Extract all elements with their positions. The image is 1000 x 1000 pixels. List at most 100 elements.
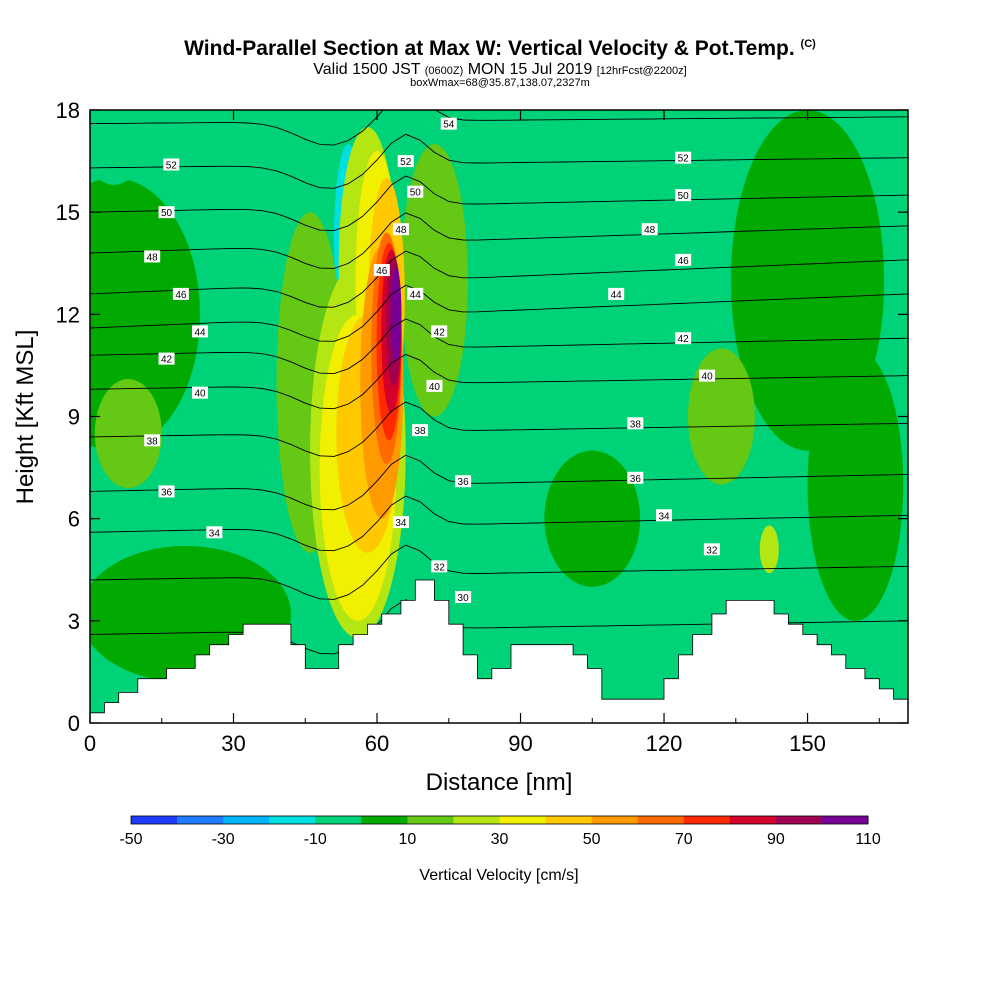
- contour-label-12: 50: [410, 188, 422, 199]
- colorbar-swatch-4: [315, 816, 362, 824]
- contour-label-28: 42: [678, 334, 690, 345]
- colorbar-swatch-15: [821, 816, 869, 824]
- contour-label-box-15: [407, 287, 424, 300]
- x-tick-label-150: 150: [789, 731, 826, 756]
- velocity-region-16: [687, 348, 755, 485]
- contour-label-box-32: [656, 509, 673, 522]
- contour-label-box-27: [608, 287, 625, 300]
- plot-area: 52 50 48 46 44 42 40 38 36 34 54 52 50 48 46 44 42 40 38 36…: [90, 110, 908, 723]
- colorbar-swatch-7: [453, 816, 500, 824]
- contour-label-box-29: [699, 369, 716, 382]
- contour-label-box-30: [627, 417, 644, 430]
- contour-label-0: 52: [166, 160, 178, 171]
- forecast-info: [12hrFcst@2200z]: [596, 65, 687, 77]
- y-tick-label-18: 18: [56, 98, 80, 123]
- velocity-region-7: [472, 283, 502, 380]
- chart-title-text: Wind-Parallel Section at Max W: Vertical…: [184, 37, 795, 60]
- x-tick-label-60: 60: [365, 731, 389, 756]
- contour-label-box-33: [703, 543, 720, 556]
- contour-label-18: 38: [415, 426, 427, 437]
- contour-label-24: 50: [678, 191, 690, 202]
- contour-label-27: 44: [611, 290, 623, 301]
- y-tick-label-0: 0: [68, 711, 80, 736]
- velocity-region-29: [390, 266, 402, 363]
- contour-label-box-3: [172, 287, 189, 300]
- colorbar-title: Vertical Velocity [cm/s]: [419, 867, 578, 884]
- contour-label-13: 48: [395, 225, 407, 236]
- y-axis-title: Height [Kft MSL]: [12, 330, 39, 505]
- valid-utc: (0600Z): [424, 65, 464, 77]
- colorbar-swatch-2: [223, 816, 270, 824]
- contour-label-box-24: [675, 189, 692, 202]
- isentrope-50: [90, 175, 908, 232]
- contour-label-box-31: [627, 471, 644, 484]
- contour-label-box-5: [158, 352, 175, 365]
- contour-label-box-21: [431, 560, 448, 573]
- colorbar-tick-label-6: 70: [675, 831, 693, 848]
- colorbar-swatch-13: [729, 816, 777, 824]
- contour-label-box-20: [392, 516, 409, 529]
- contour-label-box-12: [407, 185, 424, 198]
- velocity-region-2: [544, 450, 641, 587]
- colorbar-tick-label-7: 90: [767, 831, 785, 848]
- contour-label-15: 44: [410, 290, 422, 301]
- contour-label-box-13: [392, 223, 409, 236]
- y-tick-label-15: 15: [56, 200, 80, 225]
- isentrope-44: [90, 284, 908, 342]
- copyright-mark: (C): [800, 38, 816, 50]
- velocity-region-8: [243, 110, 291, 155]
- contour-label-box-25: [641, 223, 658, 236]
- colorbar-swatch-1: [177, 816, 224, 824]
- isentrope-38: [90, 401, 908, 457]
- contour-label-22: 30: [458, 593, 470, 604]
- contour-label-9: 34: [209, 528, 221, 539]
- contour-label-11: 52: [400, 157, 412, 168]
- contour-labels: 52 50 48 46 44 42 40 38 36 34 54 52 50 48 46 44 42 40 38 36…: [144, 117, 720, 604]
- contour-label-box-6: [192, 386, 209, 399]
- y-tick-label-3: 3: [68, 609, 80, 634]
- velocity-region-4: [807, 348, 904, 621]
- colorbar-frame: [130, 815, 869, 825]
- contour-label-box-18: [412, 424, 429, 437]
- contour-label-23: 52: [678, 154, 690, 165]
- colorbar-tick-label-4: 30: [491, 831, 509, 848]
- isentrope-48: [90, 212, 908, 269]
- contour-label-5: 42: [161, 355, 173, 366]
- colorbar-tick-label-0: -50: [119, 831, 142, 848]
- isentrope-lines: [90, 110, 908, 655]
- contour-label-4: 44: [194, 327, 206, 338]
- x-axis-title: Distance [nm]: [426, 769, 573, 796]
- colorbar-tick-label-2: -10: [304, 831, 327, 848]
- contour-label-box-11: [397, 155, 414, 168]
- colorbar-swatch-12: [683, 816, 731, 824]
- y-tick-label-9: 9: [68, 405, 80, 430]
- chart-title: Wind-Parallel Section at Max W: Vertical…: [0, 37, 1000, 61]
- colorbar-tick-label-5: 50: [583, 831, 601, 848]
- x-tick-label-0: 0: [84, 731, 96, 756]
- contour-label-19: 36: [458, 477, 470, 488]
- contour-label-31: 36: [630, 474, 642, 485]
- contour-label-14: 46: [376, 266, 388, 277]
- colorbar-swatch-0: [131, 816, 178, 824]
- contour-label-16: 42: [434, 327, 446, 338]
- contour-label-box-9: [206, 526, 223, 539]
- contour-label-box-28: [675, 332, 692, 345]
- isentrope-42: [90, 318, 908, 375]
- contour-label-box-14: [373, 264, 390, 277]
- contour-label-box-16: [431, 325, 448, 338]
- isentrope-34: [90, 495, 908, 552]
- contour-label-33: 32: [706, 545, 718, 556]
- colorbar: -50 -30 -10 10 30 50 70 90 110: [119, 815, 881, 848]
- colorbar-tick-label-8: 110: [855, 831, 881, 848]
- contour-label-box-8: [158, 485, 175, 498]
- contour-label-21: 32: [434, 562, 446, 573]
- valid-day: MON 15 Jul 2019: [467, 61, 593, 78]
- contour-label-box-10: [440, 117, 457, 130]
- contour-label-8: 36: [161, 487, 173, 498]
- terrain-profile: [90, 579, 908, 723]
- colorbar-swatch-8: [499, 816, 547, 824]
- contour-label-30: 38: [630, 419, 642, 430]
- colorbar-swatch-5: [361, 816, 408, 824]
- y-tick-label-12: 12: [56, 302, 80, 327]
